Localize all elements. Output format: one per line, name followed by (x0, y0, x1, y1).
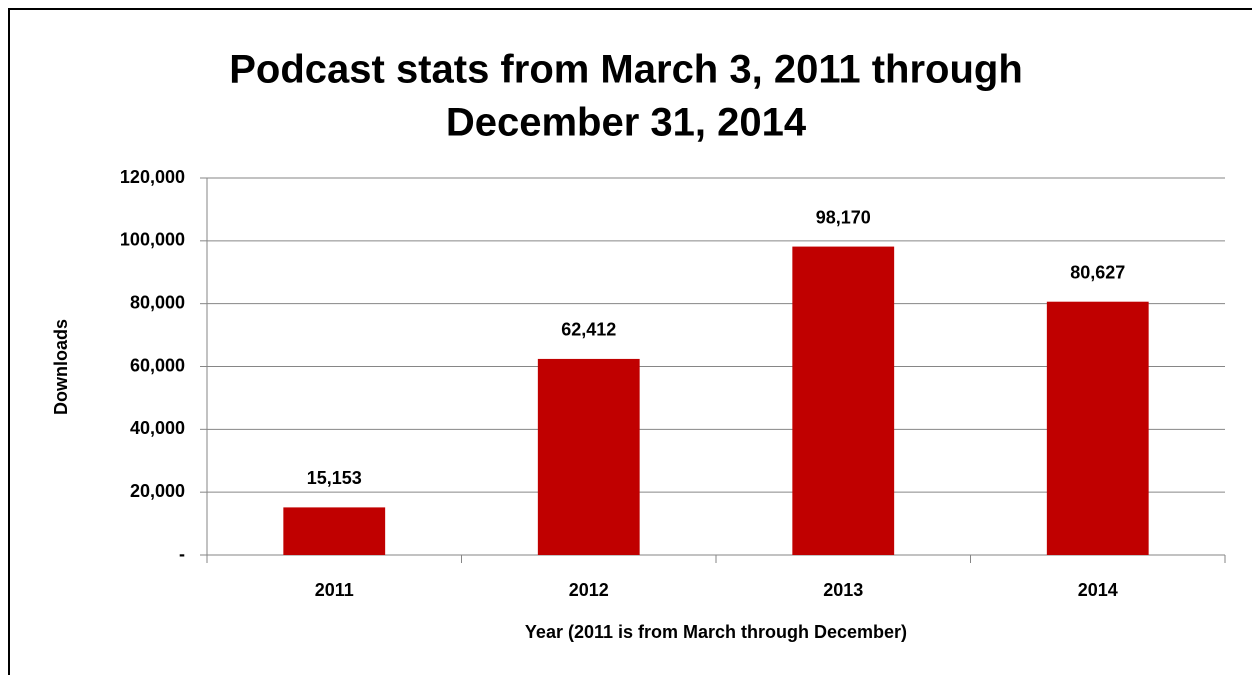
y-tick-label: 100,000 (120, 230, 185, 250)
x-tick-label: 2013 (823, 580, 863, 600)
y-tick-label: - (179, 544, 185, 564)
y-tick-label: 60,000 (130, 355, 185, 375)
data-label: 15,153 (307, 468, 362, 488)
y-tick-label: 40,000 (130, 418, 185, 438)
y-tick-label: 20,000 (130, 481, 185, 501)
chart-border (8, 8, 1252, 675)
bar (537, 358, 640, 555)
y-tick-label: 80,000 (130, 292, 185, 312)
x-axis-title: Year (2011 is from March through Decembe… (525, 622, 907, 642)
data-label: 80,627 (1070, 262, 1125, 282)
chart-title: Podcast stats from March 3, 2011 through (229, 48, 1023, 92)
x-tick-label: 2014 (1078, 580, 1118, 600)
bar (792, 246, 895, 555)
y-tick-label: 120,000 (120, 167, 185, 187)
data-label: 98,170 (816, 207, 871, 227)
x-tick-label: 2012 (569, 580, 609, 600)
x-tick-label: 2011 (315, 580, 354, 600)
y-axis-title: Downloads (51, 319, 71, 415)
bar (283, 507, 386, 555)
data-label: 62,412 (561, 320, 616, 340)
bar (1046, 301, 1149, 555)
chart-title: December 31, 2014 (446, 101, 807, 145)
